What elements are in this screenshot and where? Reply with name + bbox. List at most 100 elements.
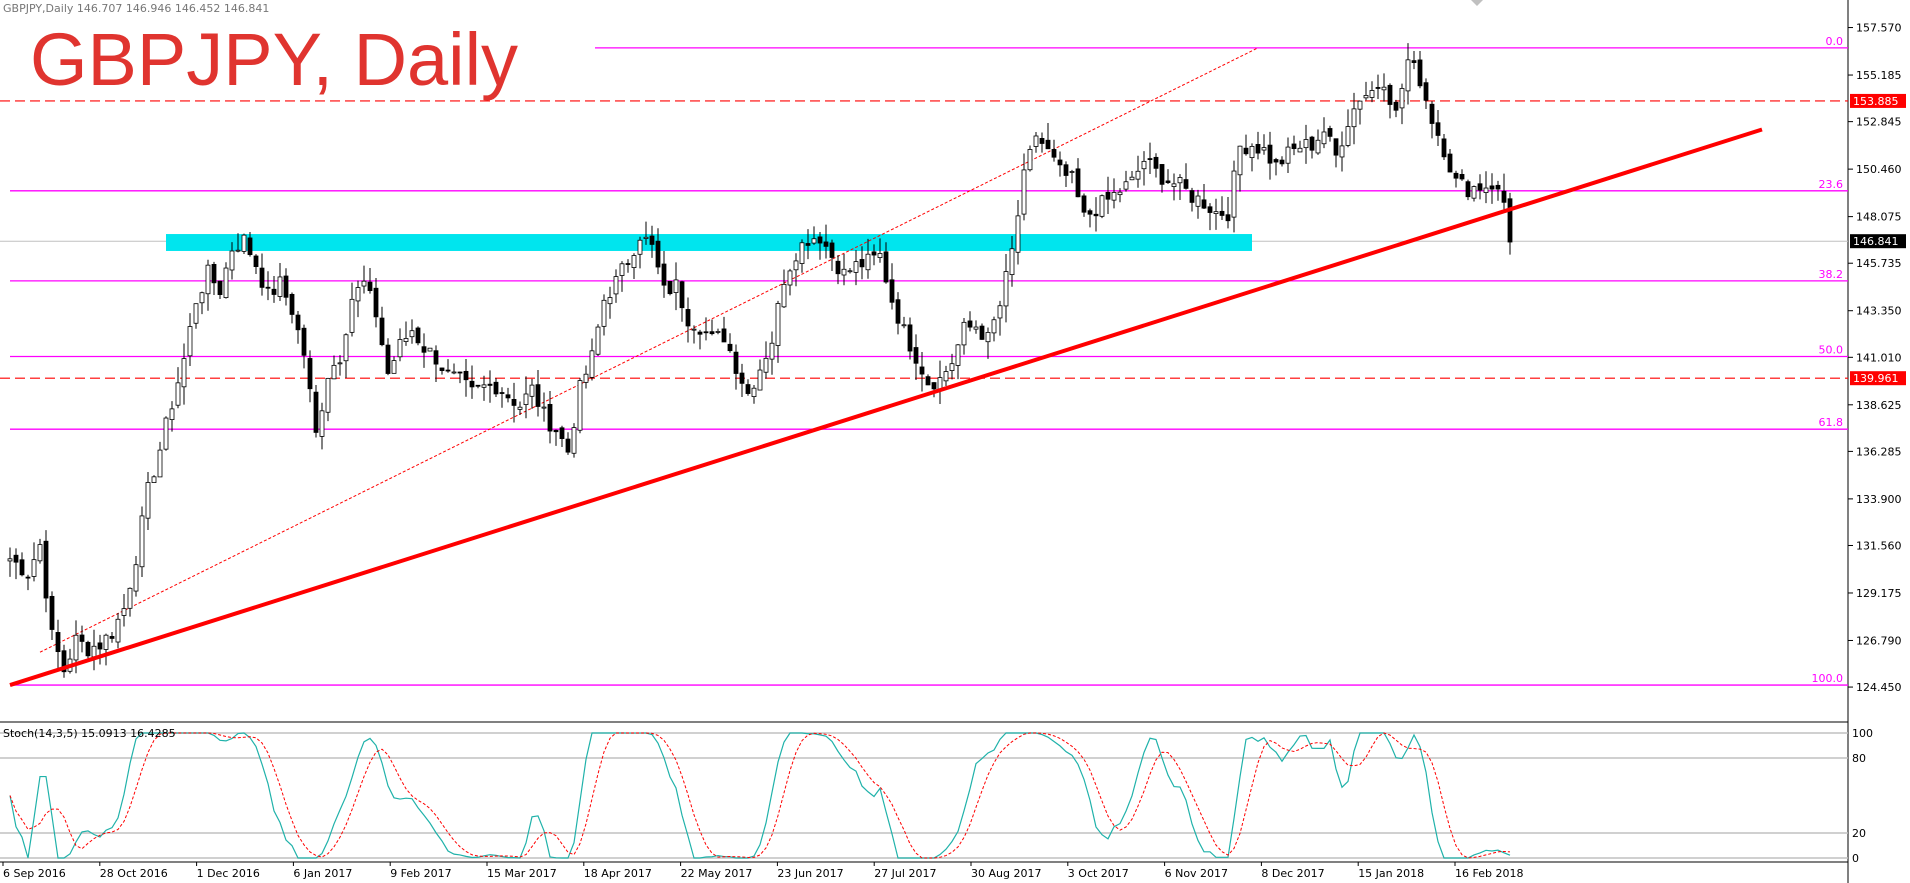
- candle-body: [349, 298, 355, 333]
- candle-body: [1159, 164, 1165, 185]
- price-tick-label: 138.625: [1856, 399, 1902, 412]
- candle-body: [1381, 86, 1387, 91]
- candle-body: [1465, 181, 1471, 198]
- candle-body: [379, 317, 385, 346]
- candle-body: [775, 303, 781, 346]
- candle-body: [223, 267, 229, 299]
- candle-body: [619, 263, 625, 276]
- candle-body: [475, 384, 481, 387]
- candle-body: [295, 314, 301, 331]
- candle-body: [259, 267, 265, 288]
- candle-body: [793, 260, 799, 271]
- candle-body: [1495, 184, 1501, 190]
- candle-body: [499, 392, 505, 394]
- candle-body: [1447, 153, 1453, 173]
- price-tick-label: 131.560: [1856, 539, 1902, 552]
- candle-body: [769, 342, 775, 360]
- candlesticks: [7, 43, 1513, 678]
- candle-body: [559, 427, 565, 440]
- candle-body: [385, 344, 391, 374]
- stochastic-signal-line: [9, 732, 1511, 859]
- candle-body: [1039, 138, 1045, 144]
- candle-body: [1441, 138, 1447, 158]
- candle-body: [85, 641, 91, 657]
- stochastic-tick-label: 100: [1852, 727, 1873, 740]
- candle-body: [571, 427, 577, 454]
- candle-body: [577, 380, 583, 431]
- candle-body: [631, 255, 637, 269]
- candle-body: [181, 358, 187, 388]
- candle-body: [43, 540, 49, 599]
- candle-body: [325, 377, 331, 413]
- candle-body: [757, 369, 763, 391]
- candle-body: [865, 253, 871, 271]
- candle-body: [889, 279, 895, 303]
- current-price-label: 146.841: [1853, 235, 1899, 248]
- candle-body: [541, 406, 547, 409]
- date-tick-label: 30 Aug 2017: [971, 867, 1041, 880]
- candle-body: [1117, 191, 1123, 196]
- candle-body: [673, 279, 679, 293]
- fib-level-label: 38.2: [1819, 268, 1844, 281]
- price-marker-label: 153.885: [1853, 95, 1899, 108]
- candle-body: [1021, 169, 1027, 215]
- candle-body: [187, 326, 193, 357]
- candle-body: [1045, 139, 1051, 150]
- candle-body: [1231, 170, 1237, 218]
- price-marker: [1850, 371, 1906, 386]
- price-tick-label: 133.900: [1856, 493, 1902, 506]
- candle-body: [1135, 170, 1141, 180]
- candle-body: [451, 371, 457, 374]
- candle-body: [1123, 181, 1129, 190]
- price-marker: [1850, 93, 1906, 108]
- candle-body: [1297, 147, 1303, 153]
- price-tick-label: 155.185: [1856, 69, 1902, 82]
- candle-body: [1459, 174, 1465, 180]
- candle-body: [985, 332, 991, 343]
- candle-body: [1363, 95, 1369, 99]
- support-zone-layer: [166, 234, 1252, 251]
- price-tick-label: 141.010: [1856, 351, 1902, 364]
- candle-body: [1201, 199, 1207, 209]
- candle-body: [523, 393, 529, 405]
- candle-body: [1369, 90, 1375, 98]
- candle-body: [97, 642, 103, 650]
- candle-body: [715, 331, 721, 333]
- candle-body: [1111, 192, 1117, 201]
- candle-body: [1261, 147, 1267, 151]
- candle-body: [493, 381, 499, 395]
- candle-body: [961, 321, 967, 346]
- candle-body: [1153, 156, 1159, 169]
- candle-body: [787, 270, 793, 286]
- candle-body: [25, 576, 31, 579]
- candle-body: [943, 371, 949, 382]
- candle-body: [1375, 87, 1381, 89]
- price-tick-label: 157.570: [1856, 22, 1902, 35]
- fib-level-label: 50.0: [1819, 344, 1844, 357]
- level-labels: 0.0 23.6 38.2 50.0 61.8 100.0 153.885 139.961 14…: [1812, 35, 1906, 685]
- candle-body: [703, 331, 709, 334]
- candle-body: [817, 236, 823, 244]
- candle-body: [1129, 176, 1135, 181]
- candle-body: [1321, 131, 1327, 145]
- candle-body: [1057, 159, 1063, 166]
- date-tick-label: 15 Jan 2018: [1358, 867, 1424, 880]
- candle-body: [439, 367, 445, 371]
- date-tick-label: 18 Apr 2017: [584, 867, 652, 880]
- candle-body: [589, 350, 595, 378]
- candle-body: [871, 251, 877, 256]
- candle-body: [1171, 183, 1177, 187]
- candle-body: [895, 299, 901, 324]
- candle-body: [235, 249, 241, 252]
- date-axis: 6 Sep 2016 28 Oct 2016 1 Dec 2016 6 Jan 201…: [2, 862, 1523, 880]
- candle-body: [145, 482, 151, 519]
- candle-body: [1303, 139, 1309, 149]
- candle-body: [1015, 215, 1021, 253]
- candle-body: [1225, 214, 1231, 222]
- candle-body: [1183, 179, 1189, 189]
- candle-body: [397, 339, 403, 358]
- date-tick-label: 9 Feb 2017: [390, 867, 451, 880]
- candle-body: [289, 293, 295, 315]
- candle-body: [1435, 122, 1441, 136]
